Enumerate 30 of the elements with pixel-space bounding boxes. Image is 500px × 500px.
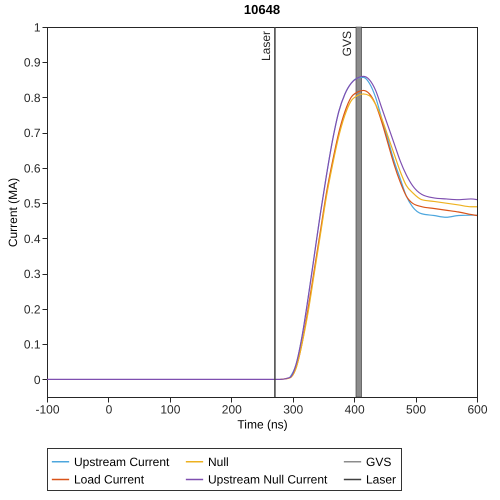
legend-label: Null xyxy=(208,454,229,469)
y-tick-label: 0.3 xyxy=(24,267,41,282)
text: Laser xyxy=(366,472,396,486)
band-label: GVS xyxy=(340,31,354,56)
x-tick-label: -100 xyxy=(35,402,60,416)
y-tick-label: 0.2 xyxy=(24,302,41,316)
legend-label: Load Current xyxy=(74,472,145,486)
y-tick-label: 0.7 xyxy=(24,126,41,140)
x-axis-title: Time (ns) xyxy=(237,418,288,432)
x-tick-label: 500 xyxy=(406,402,426,416)
y-tick-label: 0 xyxy=(34,372,41,387)
y-tick-label: 0.1 xyxy=(24,338,41,352)
y-tick-label: 0.8 xyxy=(24,90,41,105)
chart-title: 10648 xyxy=(244,2,280,17)
y-tick-label: 1 xyxy=(34,20,41,34)
x-tick-label: 300 xyxy=(283,402,304,416)
x-tick-label: 100 xyxy=(160,402,181,416)
x-tick-label: 600 xyxy=(467,402,488,416)
legend-label: Upstream Current xyxy=(74,454,170,469)
legend-label: Upstream Null Current xyxy=(208,472,328,486)
ref-line-label: Laser xyxy=(258,31,273,62)
y-tick-label: 0.6 xyxy=(24,161,41,176)
y-tick-label: 0.4 xyxy=(24,232,41,246)
x-tick-label: 200 xyxy=(222,402,242,416)
x-tick-label: 400 xyxy=(344,402,365,416)
x-tick-label: 0 xyxy=(106,402,113,416)
y-axis-title: Current (MA) xyxy=(6,178,20,248)
y-tick-label: 0.5 xyxy=(24,196,41,211)
text: GVS xyxy=(366,454,392,469)
y-tick-label: 0.9 xyxy=(24,56,41,70)
